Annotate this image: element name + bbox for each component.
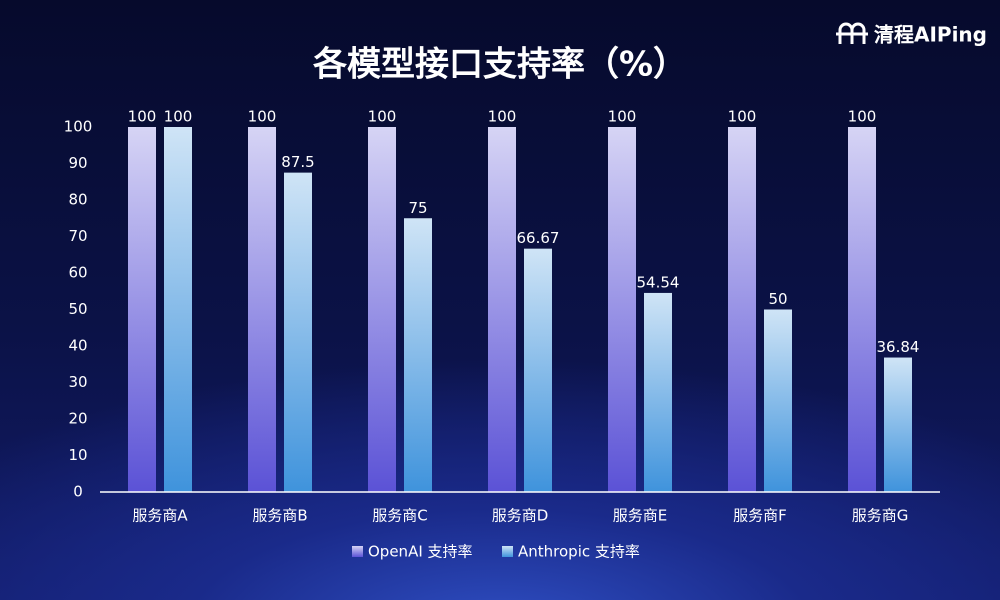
value-label: 100 bbox=[128, 108, 157, 126]
bar bbox=[764, 309, 792, 492]
y-tick-label: 50 bbox=[68, 300, 87, 318]
x-tick-label: 服务商E bbox=[613, 507, 667, 525]
bar bbox=[608, 127, 636, 492]
x-tick-label: 服务商D bbox=[492, 507, 549, 525]
logo-icon bbox=[836, 22, 868, 44]
y-tick-label: 70 bbox=[68, 227, 87, 245]
y-tick-label: 100 bbox=[64, 118, 93, 136]
value-label: 87.5 bbox=[281, 153, 314, 171]
y-tick-label: 60 bbox=[68, 264, 87, 282]
value-label: 66.67 bbox=[517, 229, 560, 247]
value-label: 100 bbox=[488, 108, 517, 126]
bar bbox=[368, 127, 396, 492]
value-label: 75 bbox=[408, 199, 427, 217]
value-label: 100 bbox=[248, 108, 277, 126]
brand-logo: 清程AIPing bbox=[836, 23, 987, 47]
x-tick-label: 服务商F bbox=[733, 507, 787, 525]
legend-label: Anthropic 支持率 bbox=[518, 543, 640, 561]
bar bbox=[728, 127, 756, 492]
bar bbox=[164, 127, 192, 492]
y-tick-label: 80 bbox=[68, 191, 87, 209]
bar bbox=[128, 127, 156, 492]
legend-swatch bbox=[502, 546, 513, 557]
value-label: 100 bbox=[848, 108, 877, 126]
x-tick-label: 服务商C bbox=[372, 507, 427, 525]
y-tick-label: 10 bbox=[68, 446, 87, 464]
x-tick-label: 服务商B bbox=[252, 507, 307, 525]
value-label: 36.84 bbox=[877, 338, 920, 356]
bar bbox=[848, 127, 876, 492]
x-tick-label: 服务商G bbox=[852, 507, 909, 525]
bar bbox=[404, 218, 432, 492]
legend-label: OpenAI 支持率 bbox=[368, 543, 473, 561]
bar bbox=[524, 248, 552, 492]
y-tick-label: 0 bbox=[73, 483, 83, 501]
y-tick-label: 90 bbox=[68, 154, 87, 172]
value-label: 50 bbox=[768, 290, 787, 308]
x-tick-label: 服务商A bbox=[132, 507, 188, 525]
value-label: 100 bbox=[368, 108, 397, 126]
y-tick-label: 40 bbox=[68, 337, 87, 355]
bar bbox=[248, 127, 276, 492]
value-label: 100 bbox=[608, 108, 637, 126]
bar bbox=[284, 172, 312, 492]
value-label: 100 bbox=[164, 108, 193, 126]
y-tick-label: 20 bbox=[68, 410, 87, 428]
chart-title: 各模型接口支持率（%） bbox=[313, 45, 687, 85]
bar bbox=[644, 292, 672, 492]
legend-swatch bbox=[352, 546, 363, 557]
y-tick-label: 30 bbox=[68, 373, 87, 391]
bar bbox=[488, 127, 516, 492]
value-label: 54.54 bbox=[637, 273, 680, 291]
brand-text: 清程AIPing bbox=[874, 23, 987, 47]
bar bbox=[884, 357, 912, 492]
value-label: 100 bbox=[728, 108, 757, 126]
